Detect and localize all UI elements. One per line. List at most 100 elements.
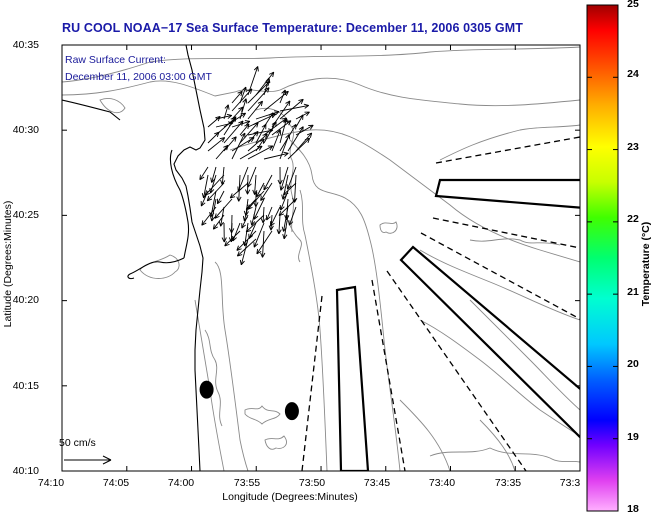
current-vector: [279, 104, 309, 112]
current-vector: [279, 134, 290, 160]
current-vector: [214, 198, 233, 219]
current-annotation-line1: Raw Surface Current:: [65, 54, 166, 66]
current-vector-head: [210, 177, 213, 183]
current-vector: [229, 182, 249, 199]
current-vector-head: [274, 110, 280, 112]
current-vector: [256, 182, 265, 198]
current-vector-head: [239, 259, 242, 265]
current-vector-head: [267, 128, 274, 131]
current-vector-head: [224, 241, 227, 247]
current-vector-head: [212, 224, 215, 230]
current-vector: [247, 131, 259, 144]
current-vector-head: [242, 215, 245, 221]
current-vector: [294, 174, 297, 203]
colorbar-tick-label: 18: [627, 503, 639, 515]
current-vector-head: [260, 197, 266, 201]
current-vector-head: [278, 210, 282, 216]
current-vector-head: [241, 224, 246, 229]
current-vector-head: [245, 120, 251, 126]
axis-ticks: [61, 44, 581, 472]
current-vector-head: [244, 120, 250, 122]
current-vector-head: [206, 195, 210, 201]
current-vector-head: [283, 189, 286, 195]
current-vector-head: [304, 105, 310, 109]
current-vector-head: [268, 225, 272, 231]
colorbar-tick-label: 23: [627, 141, 639, 153]
current-vector-head: [285, 91, 289, 97]
current-vector: [271, 100, 291, 128]
current-vector-head: [283, 234, 288, 240]
current-vector-head: [260, 252, 263, 258]
current-vector-head: [247, 189, 251, 195]
current-vector-head: [224, 104, 229, 109]
current-vector-head: [201, 220, 204, 226]
current-vector-head: [236, 248, 242, 251]
current-vector-head: [221, 237, 225, 243]
coastline: [62, 45, 206, 471]
current-vector-head: [253, 215, 259, 220]
current-vector-head: [275, 111, 280, 116]
current-vector: [263, 152, 289, 160]
current-vector: [239, 145, 263, 160]
current-vector: [283, 182, 297, 196]
current-vector-head: [309, 125, 314, 130]
current-vector-head: [230, 196, 236, 199]
buoy-markers: [199, 380, 299, 421]
current-vector-head: [245, 227, 249, 233]
current-vector: [266, 206, 273, 221]
current-vector: [247, 87, 270, 112]
current-vector-head: [263, 186, 269, 191]
x-tick-label: 73:40: [428, 477, 456, 489]
current-vector-head: [229, 228, 232, 234]
current-vector: [256, 230, 273, 255]
y-tick-label: 40:35: [12, 39, 39, 51]
current-vector-head: [281, 194, 284, 200]
current-vector-head: [268, 77, 271, 83]
current-vector: [287, 166, 297, 190]
colorbar-tick-label: 24: [627, 68, 639, 80]
current-vector-head: [245, 98, 248, 104]
current-vector-head: [214, 131, 220, 135]
current-vector-head: [270, 225, 274, 231]
current-vector-head: [240, 91, 243, 97]
current-vector: [263, 77, 270, 96]
current-vector-head: [251, 221, 256, 226]
current-vector-head: [236, 251, 240, 257]
current-vector-head: [272, 112, 274, 118]
current-vector-head: [210, 216, 213, 222]
current-vector: [295, 124, 314, 136]
current-vector-head: [220, 221, 224, 227]
current-vector: [201, 206, 217, 226]
plot-area: [62, 45, 580, 471]
current-vector-head: [278, 229, 282, 235]
current-vector-head: [222, 137, 226, 143]
current-vector-head: [217, 200, 222, 205]
current-vector-head: [278, 213, 284, 217]
current-vector: [211, 166, 217, 183]
colorbar: [586, 4, 619, 512]
current-vector-head: [303, 103, 309, 106]
current-vector-head: [224, 243, 230, 247]
current-vector: [231, 106, 244, 120]
current-vector: [279, 118, 287, 144]
current-vector-head: [292, 197, 295, 203]
current-vector-head: [247, 183, 252, 188]
current-vector: [224, 230, 241, 247]
current-vector-head: [306, 132, 312, 136]
colorbar-tick-label: 21: [627, 286, 639, 298]
scale-arrow: [64, 455, 112, 465]
current-vector-head: [262, 138, 265, 144]
current-vector-head: [291, 124, 297, 128]
y-tick-label: 40:25: [12, 209, 39, 221]
current-vector: [247, 190, 265, 210]
current-vector-head: [240, 132, 246, 137]
current-vector: [271, 129, 281, 152]
current-vector: [260, 182, 273, 201]
current-vector: [245, 214, 265, 233]
current-vector-head: [264, 87, 270, 91]
current-vector-head: [260, 195, 262, 201]
current-vector-head: [250, 88, 253, 94]
x-tick-label: 74:00: [167, 477, 195, 489]
current-vector: [239, 98, 247, 120]
current-vector-head: [211, 216, 216, 222]
